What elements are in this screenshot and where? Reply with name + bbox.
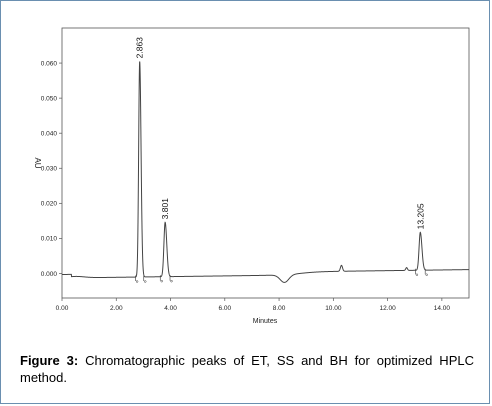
integration-point: [170, 280, 173, 283]
figure-caption: Figure 3: Chromatographic peaks of ET, S…: [20, 352, 474, 386]
y-tick-label: 0.040: [41, 130, 58, 137]
y-tick-label: 0.030: [41, 166, 58, 173]
plot-area-border: [61, 27, 470, 299]
peak-label: 3.801: [160, 198, 170, 220]
integration-point: [135, 280, 139, 283]
x-tick-label: 12.00: [379, 305, 396, 312]
x-tick-label: 4.00: [164, 305, 177, 312]
x-tick-label: 6.00: [218, 305, 231, 312]
peak-label: 13.205: [415, 203, 425, 229]
y-tick-label: 0.020: [41, 201, 58, 208]
y-axis-label: AU: [33, 157, 42, 168]
integration-point: [425, 273, 428, 276]
y-tick-label: 0.060: [41, 60, 58, 67]
y-tick-label: 0.050: [41, 95, 58, 102]
x-tick-label: 10.00: [325, 305, 342, 312]
chromatogram-chart: 0.00 2.00 4.00 6.00 8.00 10.00 12.00 14.00 0.000…: [33, 27, 470, 325]
x-axis-label: Minutes: [253, 318, 278, 325]
x-tick-label: 0.00: [56, 305, 69, 312]
y-tick-label: 0.010: [41, 236, 58, 243]
chromatogram-trace: [61, 61, 469, 283]
trace-line: [61, 61, 469, 283]
peak-labels: 2.863 3.801 13.205: [135, 37, 428, 283]
caption-label: Figure 3:: [20, 353, 79, 368]
x-tick-label: 8.00: [273, 305, 286, 312]
x-tick-label: 14.00: [434, 305, 451, 312]
peak-label: 2.863: [135, 37, 145, 59]
y-tick-label: 0.000: [41, 271, 58, 278]
integration-point: [415, 273, 419, 276]
integration-point: [144, 280, 147, 283]
x-tick-label: 2.00: [110, 305, 123, 312]
axis-ticks: 0.00 2.00 4.00 6.00 8.00 10.00 12.00 14.00 0.000…: [41, 60, 451, 312]
caption-text: Chromatographic peaks of ET, SS and BH f…: [20, 353, 474, 385]
integration-point: [160, 280, 163, 283]
